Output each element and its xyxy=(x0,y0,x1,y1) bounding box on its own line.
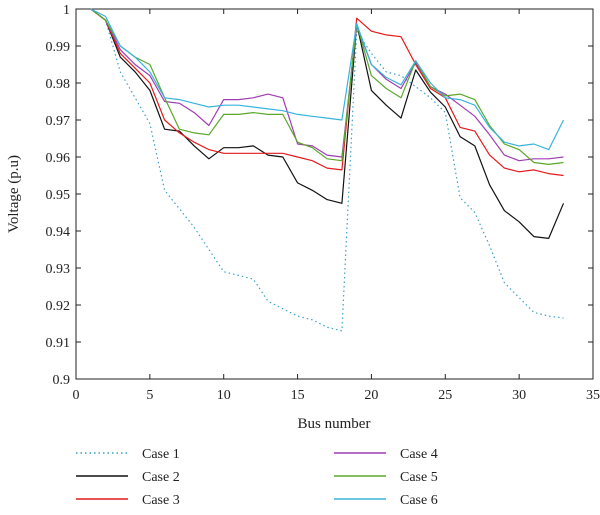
y-tick-label: 1 xyxy=(63,3,70,18)
y-tick-label: 0.9 xyxy=(53,373,71,388)
y-tick-label: 0.92 xyxy=(46,299,71,314)
y-tick-label: 0.97 xyxy=(46,114,71,129)
legend: Case 1 Case 2 Case 3 Case 4 Case 5 Case 6 xyxy=(76,447,438,508)
series-layer xyxy=(90,8,565,332)
legend-label-case-5: Case 5 xyxy=(400,470,438,485)
legend-label-case-2: Case 2 xyxy=(142,470,180,485)
x-axis-title: Bus number xyxy=(298,416,371,432)
series-line-case-2 xyxy=(90,8,565,239)
x-tick-label: 5 xyxy=(146,388,153,403)
x-tick-label: 20 xyxy=(364,388,378,403)
legend-label-case-6: Case 6 xyxy=(400,493,438,508)
x-tick-label: 25 xyxy=(438,388,452,403)
y-tick-label: 0.98 xyxy=(46,77,71,92)
x-tick-label: 30 xyxy=(512,388,526,403)
axis-ticks: 0 5 10 15 20 25 30 35 0.9 0.91 0.92 0.93 0.94 0.95 0.9… xyxy=(46,3,600,403)
y-tick-label: 0.93 xyxy=(46,262,71,277)
y-tick-label: 0.99 xyxy=(46,40,71,55)
y-axis-title: Voltage (p.u) xyxy=(6,155,22,233)
x-tick-label: 0 xyxy=(73,388,80,403)
y-tick-label: 0.94 xyxy=(46,225,71,240)
legend-label-case-4: Case 4 xyxy=(400,447,438,462)
legend-label-case-1: Case 1 xyxy=(142,447,180,462)
plot-area xyxy=(75,8,594,380)
series-line-case-1 xyxy=(90,8,564,332)
y-tick-label: 0.91 xyxy=(46,336,71,351)
y-tick-label: 0.96 xyxy=(46,151,71,166)
y-tick-label: 0.95 xyxy=(46,188,71,203)
series-line-case-3 xyxy=(90,8,564,177)
series-line-case-6 xyxy=(90,8,565,151)
x-tick-label: 35 xyxy=(586,388,600,403)
series-line-case-4 xyxy=(90,8,564,162)
series-line-case-5 xyxy=(90,8,564,165)
x-tick-label: 10 xyxy=(217,388,231,403)
legend-label-case-3: Case 3 xyxy=(142,493,180,508)
x-tick-label: 15 xyxy=(291,388,305,403)
